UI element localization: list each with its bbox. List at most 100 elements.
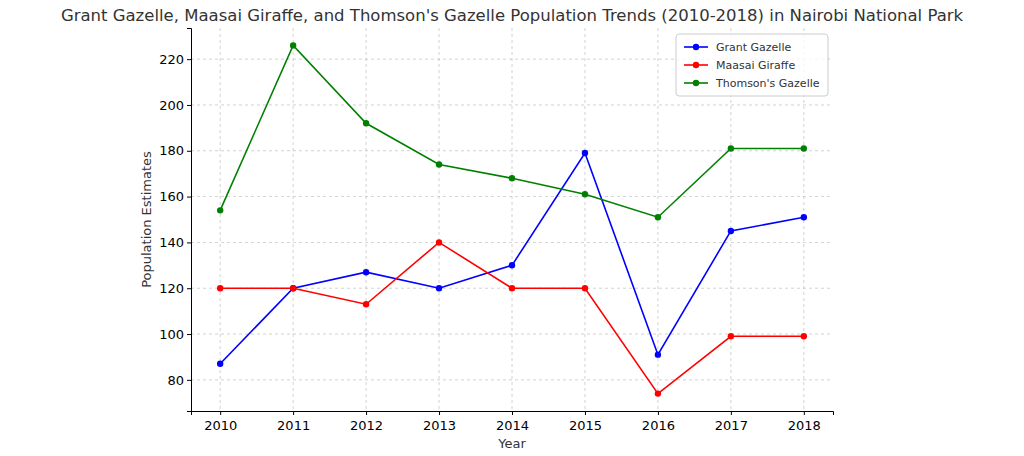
grid-line-x (439, 28, 440, 411)
series-point (436, 161, 442, 167)
legend-label: Grant Gazelle (716, 41, 791, 54)
series-point (728, 228, 734, 234)
grid-line-y (191, 150, 833, 151)
grid-line-x (584, 28, 585, 411)
x-tick-mark (366, 411, 367, 415)
y-tick: 180 (159, 143, 191, 158)
y-tick: 160 (159, 189, 191, 204)
x-tick-mark (804, 411, 805, 415)
grid-line-y (191, 104, 833, 105)
x-tick: 2018 (788, 411, 821, 433)
series-point (363, 301, 369, 307)
x-axis-title: Year (497, 436, 526, 451)
y-tick: 200 (159, 98, 191, 113)
series-point (801, 145, 807, 151)
series-point (290, 42, 296, 48)
grid-line-y (191, 379, 833, 380)
series-point (801, 214, 807, 220)
series-point (290, 285, 296, 291)
x-tick-mark (585, 411, 586, 415)
series-point (509, 285, 515, 291)
x-tick-mark (512, 411, 513, 415)
x-tick-mark (220, 411, 221, 415)
x-tick-label: 2016 (642, 418, 675, 433)
x-tick-label: 2017 (715, 418, 748, 433)
y-tick-label: 80 (167, 373, 184, 388)
y-tick-mark (187, 151, 191, 152)
plot-area: 2010 2011 2012 2013 2014 2015 2016 2017 2018 80 10… (159, 28, 833, 433)
legend-label: Maasai Giraffe (716, 59, 795, 72)
y-axis: 80 100 120 140 160 180 200 220 (159, 29, 191, 412)
y-tick-label: 160 (159, 189, 184, 204)
x-tick-label: 2012 (350, 418, 383, 433)
y-tick-mark (187, 380, 191, 381)
x-tick-label: 2015 (569, 418, 602, 433)
series-point (655, 390, 661, 396)
legend-marker (693, 80, 699, 86)
y-tick-mark (187, 242, 191, 243)
y-tick: 220 (159, 52, 191, 67)
x-axis-line (192, 412, 834, 416)
y-tick: 120 (159, 281, 191, 296)
series-point (582, 191, 588, 197)
x-tick-label: 2011 (277, 418, 310, 433)
series-point (655, 214, 661, 220)
grid-line-x (293, 28, 294, 411)
series-point (217, 361, 223, 367)
grid-line-y (191, 242, 833, 243)
series-point (217, 285, 223, 291)
x-tick-mark (658, 411, 659, 415)
y-tick-mark (187, 105, 191, 106)
x-tick: 2014 (496, 411, 529, 433)
legend-label: Thomson's Gazelle (715, 77, 820, 90)
series-line (220, 242, 804, 393)
grid-line-x (512, 28, 513, 411)
series-point (290, 285, 296, 291)
series-point (363, 269, 369, 275)
x-tick: 2013 (423, 411, 456, 433)
x-tick-label: 2010 (204, 418, 237, 433)
y-axis-title: Population Estimates (139, 151, 154, 288)
grid-line-x (366, 28, 367, 411)
x-tick: 2017 (715, 411, 748, 433)
series-point (509, 262, 515, 268)
series-point (436, 285, 442, 291)
y-tick-label: 120 (159, 281, 184, 296)
x-tick: 2012 (350, 411, 383, 433)
y-tick-label: 220 (159, 52, 184, 67)
y-tick: 80 (167, 373, 191, 388)
x-tick-mark (293, 411, 294, 415)
series-point (509, 175, 515, 181)
series-point (363, 120, 369, 126)
y-tick-mark (187, 288, 191, 289)
x-axis: 2010 2011 2012 2013 2014 2015 2016 2017 2018 (192, 411, 834, 433)
grid-line-y (191, 196, 833, 197)
y-tick: 140 (159, 235, 191, 250)
x-tick: 2016 (642, 411, 675, 433)
x-tick: 2011 (277, 411, 310, 433)
series-point (728, 333, 734, 339)
grid-line-x (220, 28, 221, 411)
legend-box (676, 34, 828, 96)
series-point (436, 239, 442, 245)
series-point (801, 333, 807, 339)
y-tick-label: 200 (159, 98, 184, 113)
series-point (582, 285, 588, 291)
y-tick-mark (187, 197, 191, 198)
y-tick: 100 (159, 327, 191, 342)
y-tick-label: 140 (159, 235, 184, 250)
series-point (582, 150, 588, 156)
legend-marker (693, 44, 699, 50)
grid (191, 28, 833, 411)
series-line (220, 45, 804, 217)
series-point (217, 207, 223, 213)
series-line (220, 153, 804, 364)
series-point (655, 351, 661, 357)
chart: 2010 2011 2012 2013 2014 2015 2016 2017 2018 80 10… (0, 0, 1024, 456)
y-tick-mark (187, 334, 191, 335)
series-point (728, 145, 734, 151)
x-tick-label: 2014 (496, 418, 529, 433)
x-tick-mark (439, 411, 440, 415)
legend: Grant Gazelle Maasai Giraffe Thomson's Gaz… (676, 34, 828, 96)
x-tick: 2015 (569, 411, 602, 433)
